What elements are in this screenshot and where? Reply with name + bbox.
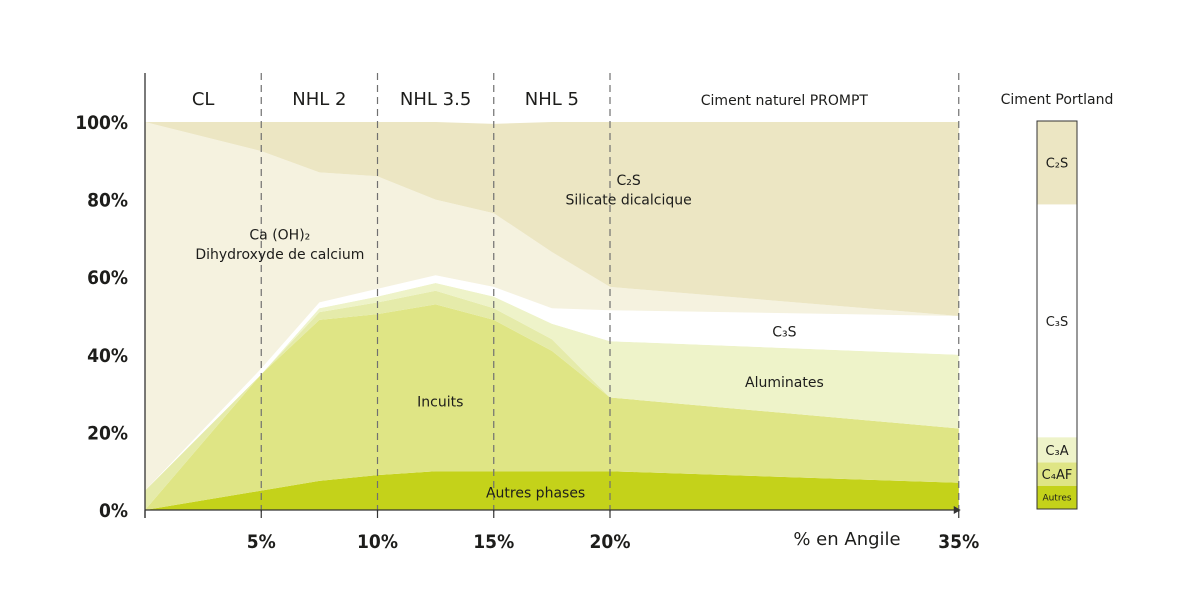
y-tick-label: 40%	[87, 345, 128, 367]
category-header: NHL 5	[525, 89, 579, 110]
x-tick-label: 5%	[247, 531, 276, 553]
x-tick-label: 15%	[473, 531, 514, 553]
portland-label-c4af: C₄AF	[1042, 468, 1073, 483]
area-label-c3s: C₃S	[772, 325, 796, 341]
area-label-aluminates: Aluminates	[745, 375, 824, 391]
portland-label-c3s: C₃S	[1046, 315, 1069, 330]
area-label-incuits: Incuits	[417, 394, 463, 410]
portland-segment-c2s	[1037, 121, 1077, 205]
portland-segment-c3s	[1037, 204, 1077, 438]
category-header: NHL 2	[292, 89, 346, 110]
y-tick-label: 0%	[99, 500, 128, 522]
area-labels: C₂S Silicate dicalcique Ca (OH)₂ Dihydroxyd…	[195, 173, 823, 501]
x-tick-label: 10%	[357, 531, 398, 553]
portland-segment-c3a	[1037, 437, 1077, 463]
area-autres	[145, 471, 959, 510]
stacked-areas	[145, 122, 959, 510]
portland-label-c2s: C₂S	[1046, 157, 1069, 172]
y-tick-label: 100%	[75, 112, 128, 134]
portland-segment-autres	[1037, 485, 1077, 509]
category-dividers	[260, 73, 960, 516]
portland-cement-bar: Ciment Portland Autres C₄AF C₃A C₃S C₂S	[1001, 92, 1114, 510]
category-header: NHL 3.5	[400, 89, 471, 110]
y-tick-label: 60%	[87, 267, 128, 289]
portland-outline	[1036, 120, 1078, 510]
x-axis-arrow	[953, 506, 961, 514]
area-c3s	[145, 275, 959, 491]
x-tick-label: 35%	[938, 531, 979, 553]
x-axis-label: % en Angile	[793, 529, 900, 550]
area-label-caoh_name: Dihydroxyde de calcium	[195, 247, 364, 263]
portland-title: Ciment Portland	[1001, 92, 1114, 108]
portland-segment-c4af	[1037, 462, 1077, 486]
area-label-c2s_name: Silicate dicalcique	[565, 193, 691, 209]
tick-labels: 0% 20% 40% 60% 80% 100% 5% 10% 15% 20% 35%	[75, 112, 979, 553]
category-headers: CL NHL 2 NHL 3.5 NHL 5 Ciment naturel PROMPT	[192, 89, 869, 110]
x-tick-label: 20%	[590, 531, 631, 553]
axes	[144, 73, 961, 518]
category-header: CL	[192, 89, 215, 110]
area-label-c2s_formula: C₂S	[616, 173, 640, 189]
area-c2s	[145, 122, 959, 316]
portland-label-c3a: C₃A	[1045, 444, 1068, 459]
area-label-autres: Autres phases	[486, 486, 585, 502]
y-tick-label: 80%	[87, 190, 128, 212]
y-tick-label: 20%	[87, 422, 128, 444]
portland-label-autres: Autres	[1042, 493, 1071, 503]
area-incuits	[145, 304, 959, 510]
area-caoh	[145, 122, 959, 491]
category-header: Ciment naturel PROMPT	[701, 93, 869, 109]
area-label-caoh_formula: Ca (OH)₂	[249, 228, 310, 244]
area-aluminates	[145, 283, 959, 491]
